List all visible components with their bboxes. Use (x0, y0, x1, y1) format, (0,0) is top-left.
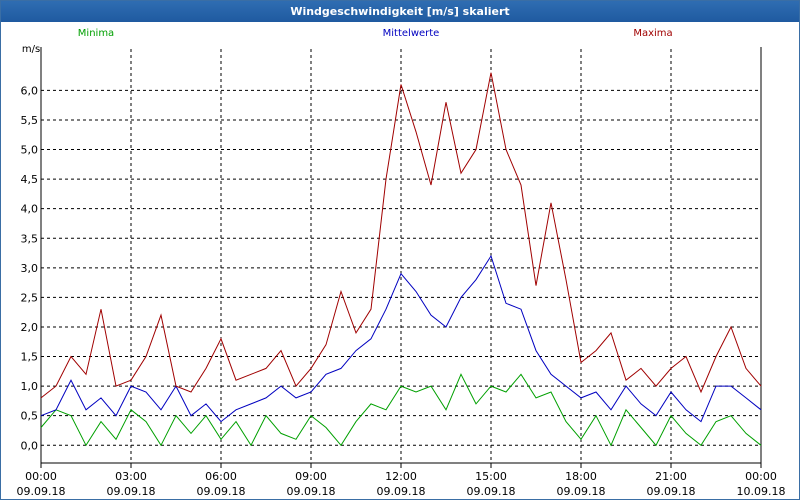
legend-mittelwerte: Mittelwerte (383, 28, 440, 39)
y-tick-label: 4,5 (21, 173, 39, 186)
y-tick-label: 1,5 (21, 351, 39, 364)
series-line-minima (40, 373, 762, 447)
x-tick-time: 00:00 (745, 470, 777, 483)
y-tick-label: 4,0 (21, 203, 39, 216)
wind-speed-chart: 0,0 0,5 1,0 1,5 2,0 2,5 3,0 3,5 4,0 4,5 5,0 5,5 6,0 0… (17, 28, 786, 498)
grid (41, 49, 761, 463)
x-tick-time: 18:00 (565, 470, 597, 483)
y-tick-label: 0,0 (21, 439, 39, 452)
y-tick-label: 6,0 (21, 84, 39, 97)
y-tick-label: 3,0 (21, 262, 39, 275)
labels: 0,0 0,5 1,0 1,5 2,0 2,5 3,0 3,5 4,0 4,5 5,0 5,5 6,0 0… (17, 28, 786, 498)
series-line-maxima (40, 72, 762, 399)
x-tick-time: 06:00 (205, 470, 237, 483)
y-tick-label: 5,5 (21, 114, 39, 127)
y-tick-label: 2,0 (21, 321, 39, 334)
window-title: Windgeschwindigkeit [m/s] skaliert (1, 1, 799, 22)
x-tick-date: 09.09.18 (197, 485, 246, 498)
y-tick-label: 2,5 (21, 291, 39, 304)
series-line-mittelwerte (40, 254, 762, 423)
x-tick-time: 00:00 (25, 470, 57, 483)
x-tick-time: 15:00 (475, 470, 507, 483)
y-tick-label: 3,5 (21, 232, 39, 245)
x-tick-time: 09:00 (295, 470, 327, 483)
x-tick-time: 03:00 (115, 470, 147, 483)
x-tick-date: 09.09.18 (287, 485, 336, 498)
y-tick-label: 1,0 (21, 380, 39, 393)
x-tick-date: 09.09.18 (377, 485, 426, 498)
axes (40, 47, 762, 468)
x-tick-date: 09.09.18 (647, 485, 696, 498)
legend-maxima: Maxima (633, 28, 672, 39)
x-tick-date: 09.09.18 (467, 485, 516, 498)
x-tick-date: 09.09.18 (557, 485, 606, 498)
x-tick-time: 21:00 (655, 470, 687, 483)
x-tick-date: 10.09.18 (737, 485, 786, 498)
x-tick-date: 09.09.18 (17, 485, 66, 498)
series-layer (40, 72, 762, 447)
y-unit-label: m/s (22, 44, 40, 55)
x-tick-date: 09.09.18 (107, 485, 156, 498)
legend-minima: Minima (78, 28, 114, 39)
y-tick-label: 0,5 (21, 410, 39, 423)
x-tick-time: 12:00 (385, 470, 417, 483)
y-tick-label: 5,0 (21, 144, 39, 157)
